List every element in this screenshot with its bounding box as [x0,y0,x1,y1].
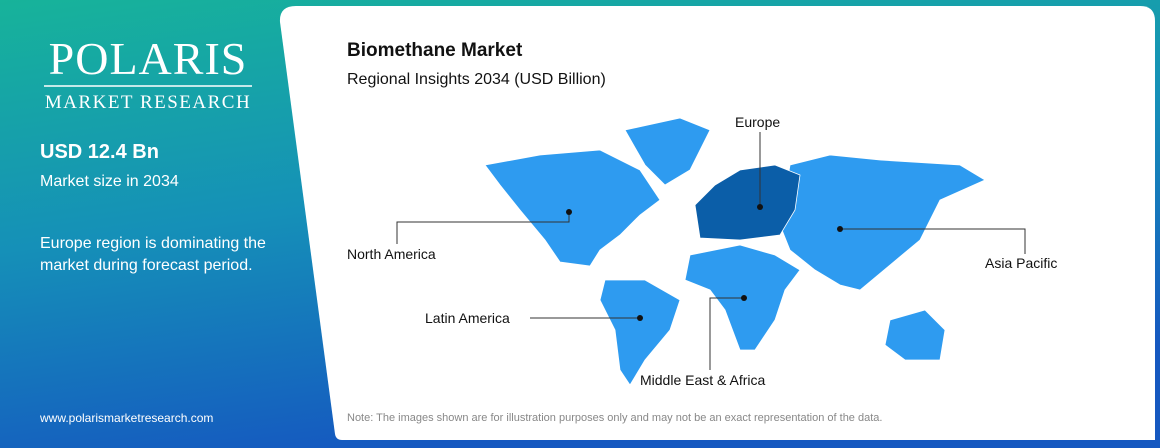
leaders [396,132,1026,370]
note: Note: The images shown are for illustrat… [347,412,882,424]
website: www.polarismarketresearch.com [39,411,213,425]
logo: POLARIS MARKET RESEARCH [44,33,252,113]
market-size-value: USD 12.4 Bn [40,141,159,163]
region-label: Asia Pacific [985,255,1057,271]
logo-tagline: MARKET RESEARCH [45,92,251,113]
region-label: Latin America [425,310,510,326]
asia-pacific-leader [840,228,1026,254]
latin-america-dot [637,315,643,321]
north-america-dot [566,209,572,215]
logo-name: POLARIS [49,33,248,84]
insight-text: Europe region is dominating the market d… [40,235,266,274]
subtitle: Regional Insights 2034 (USD Billion) [347,71,606,88]
mea-dot [741,295,747,301]
title: Biomethane Market [347,40,523,61]
north-america-shape [484,149,661,267]
latin-america-shape [599,279,681,386]
australia-shape [884,309,946,361]
region-labels: Europe North America Asia Pacific Latin … [347,114,1057,388]
europe-dot [757,204,763,210]
market-size-caption: Market size in 2034 [40,173,179,190]
region-label: Europe [735,114,780,130]
insight-box: Europe region is dominating the market d… [40,235,266,274]
region-label: North America [347,246,436,262]
north-america-leader [396,212,570,244]
asia-shape [779,154,986,291]
greenland-shape [624,117,711,186]
europe-shape [694,164,801,241]
mea-leader [709,297,744,370]
asia-pacific-dot [837,226,843,232]
region-label: Middle East & Africa [640,372,765,388]
dots [566,204,843,321]
